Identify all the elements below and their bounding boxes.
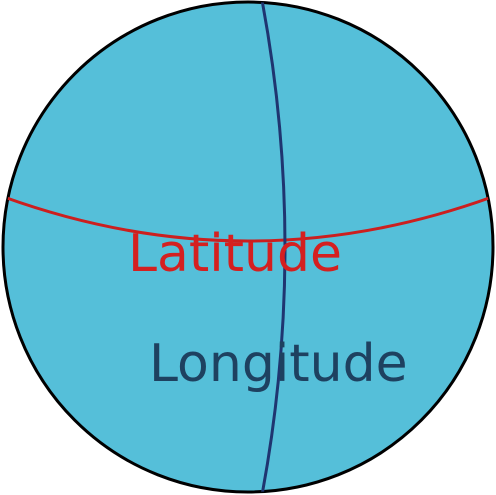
longitude-label: Longitude [149,334,408,394]
longitude-line [260,2,287,492]
latitude-label: Latitude [128,224,342,284]
latitude-line [3,195,493,243]
